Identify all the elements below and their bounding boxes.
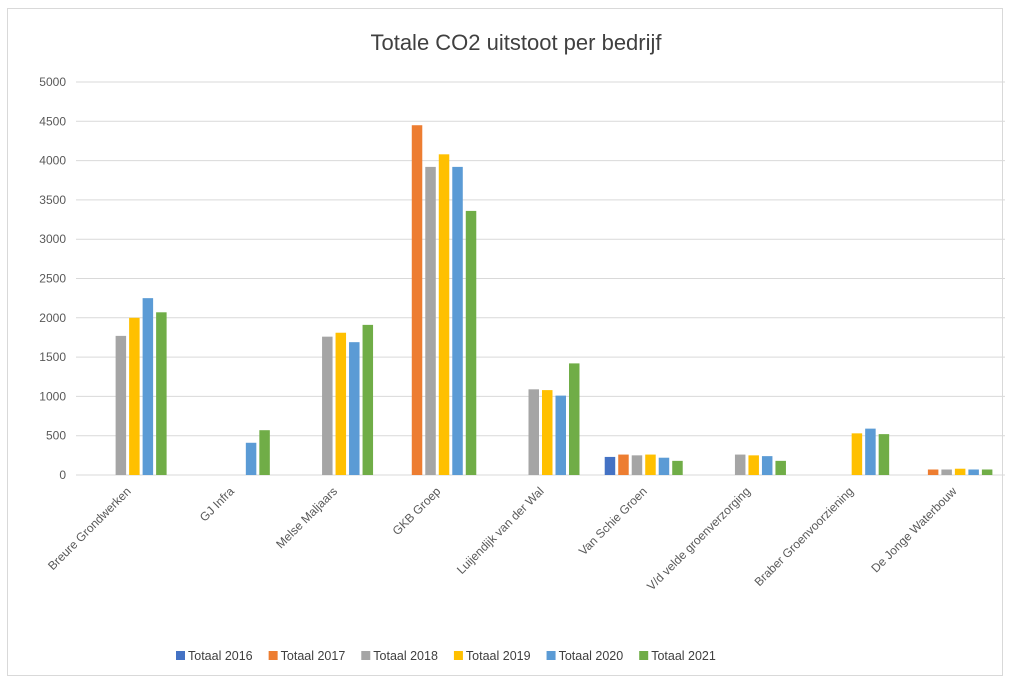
bar	[425, 166, 436, 475]
bar	[954, 468, 966, 475]
bar	[156, 312, 167, 475]
legend-label: Totaal 2019	[466, 649, 531, 663]
bar	[438, 154, 450, 475]
y-tick-label: 4500	[39, 114, 66, 128]
legend-swatch	[546, 651, 556, 660]
y-tick-label: 500	[46, 429, 66, 443]
bar	[748, 455, 759, 475]
bar	[604, 456, 616, 475]
bar	[335, 332, 347, 475]
y-axis-ticks: 0 500 1000 1500 2000 2500 3000 3500 4000 4500 5000	[39, 75, 66, 482]
bar	[927, 469, 939, 475]
y-tick-label: 1000	[39, 389, 66, 403]
y-tick-label: 4000	[39, 154, 66, 168]
bar	[411, 125, 423, 475]
gridlines	[76, 81, 1005, 476]
bar	[761, 456, 773, 475]
bar	[618, 454, 629, 475]
bar	[129, 317, 140, 475]
bar	[734, 454, 746, 475]
bar	[672, 460, 683, 475]
bar	[349, 342, 360, 475]
bar	[362, 324, 374, 475]
bar	[555, 395, 566, 475]
legend-label: Totaal 2016	[188, 649, 253, 663]
bar	[851, 433, 863, 475]
bar	[645, 454, 656, 475]
bar	[142, 298, 154, 475]
bar	[259, 430, 270, 475]
y-tick-label: 3000	[39, 232, 66, 246]
legend-label: Totaal 2017	[281, 649, 346, 663]
x-category-label: Luijendijk van der Wal	[454, 484, 547, 577]
bar	[658, 457, 670, 475]
bar	[775, 460, 786, 475]
legend-swatch	[639, 651, 649, 660]
y-tick-label: 3500	[39, 193, 66, 207]
bar	[878, 434, 890, 475]
chart-title: Totale CO2 uitstoot per bedrijf	[370, 30, 662, 55]
x-axis-labels: Breure Grondwerken GJ Infra Melse Maljaars…	[45, 484, 960, 593]
bar	[115, 335, 127, 475]
legend-swatch	[268, 651, 278, 660]
legend: Totaal 2016 Totaal 2017 Totaal 2018 Totaal …	[176, 649, 716, 663]
legend-swatch	[176, 651, 185, 660]
y-tick-label: 0	[59, 468, 66, 482]
y-tick-label: 5000	[39, 75, 66, 89]
legend-swatch	[361, 651, 371, 660]
bar	[245, 442, 257, 475]
legend-swatch	[453, 651, 463, 660]
bar	[528, 389, 539, 475]
chart-frame	[7, 8, 1003, 676]
bar	[968, 469, 979, 475]
x-category-label: Van Schie Groen	[576, 484, 650, 558]
x-category-label: V/d velde groenverzorging	[644, 484, 753, 593]
bar	[542, 390, 553, 475]
legend-label: Totaal 2020	[559, 649, 624, 663]
legend-label: Totaal 2021	[651, 649, 716, 663]
bar	[981, 469, 993, 475]
x-category-label: Breure Grondwerken	[45, 484, 134, 573]
y-tick-label: 1500	[39, 350, 66, 364]
x-category-label: Melse Maljaars	[273, 484, 340, 551]
bar	[569, 363, 580, 475]
bar	[322, 336, 333, 475]
bars	[115, 125, 993, 476]
bar	[465, 210, 477, 476]
x-category-label: Braber Groenvoorziening	[752, 484, 857, 589]
bar	[452, 166, 463, 475]
x-category-label: GJ Infra	[197, 484, 237, 524]
y-tick-label: 2000	[39, 311, 66, 325]
bar	[865, 428, 876, 475]
x-category-label: De Jonge Waterbouw	[868, 484, 959, 575]
legend-label: Totaal 2018	[373, 649, 438, 663]
y-tick-label: 2500	[39, 272, 66, 286]
x-category-label: GKB Groep	[390, 484, 444, 538]
bar	[941, 469, 952, 475]
bar	[631, 455, 643, 475]
